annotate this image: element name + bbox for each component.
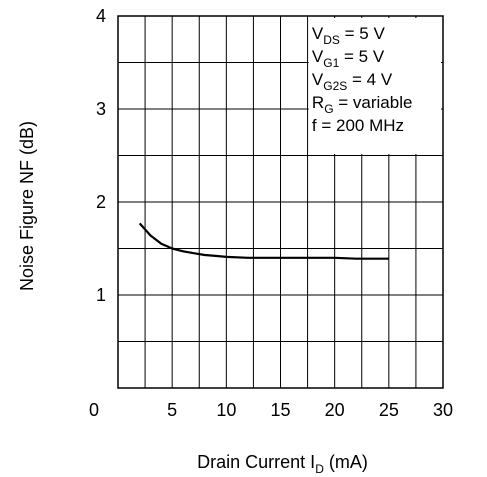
annotation-line: VG1 = 5 V xyxy=(312,47,385,70)
annotation-background xyxy=(308,18,441,154)
x-tick-label: 20 xyxy=(325,400,345,420)
x-tick-label: 10 xyxy=(216,400,236,420)
annotation-box xyxy=(308,18,441,154)
y-tick-label: 1 xyxy=(96,285,106,305)
y-axis-label: Noise Figure NF (dB) xyxy=(17,121,37,291)
x-tick-label: 5 xyxy=(167,400,177,420)
x-tick-labels: 0 5 10 15 20 25 30 xyxy=(89,400,453,420)
noise-figure-series-line xyxy=(138,222,389,260)
x-tick-label: 25 xyxy=(379,400,399,420)
annotation-line: f = 200 MHz xyxy=(312,116,404,135)
y-tick-label: 4 xyxy=(96,6,106,26)
x-tick-label: 30 xyxy=(433,400,453,420)
y-tick-label: 2 xyxy=(96,192,106,212)
series-group xyxy=(138,222,389,260)
annotation-line: VG2S = 4 V xyxy=(312,70,393,93)
x-axis-label: Drain Current ID (mA) xyxy=(197,452,368,476)
x-tick-label: 0 xyxy=(89,400,99,420)
plot-frame xyxy=(117,15,444,389)
y-tick-label: 3 xyxy=(96,99,106,119)
annotation-line: RG = variable xyxy=(312,93,413,116)
y-tick-labels: 1 2 3 4 xyxy=(96,6,106,305)
annotation-line: VDS = 5 V xyxy=(312,24,386,47)
x-tick-label: 15 xyxy=(270,400,290,420)
